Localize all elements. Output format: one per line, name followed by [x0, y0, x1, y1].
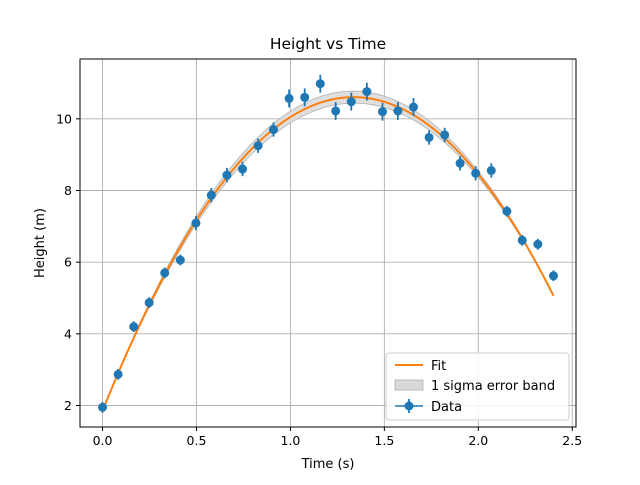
legend-fit-label: Fit [431, 359, 446, 374]
data-point [440, 130, 450, 140]
data-point [113, 369, 123, 379]
y-tick-label: 2 [64, 398, 72, 413]
legend-data-marker [404, 401, 414, 411]
x-tick-label: 2.0 [468, 433, 488, 448]
y-tick-label: 6 [64, 255, 72, 270]
data-point [517, 235, 527, 245]
data-point [129, 322, 139, 332]
data-point [315, 79, 325, 89]
axes-frame [79, 58, 577, 428]
data-point [362, 87, 372, 97]
data-point [502, 206, 512, 216]
y-axis-label: Height (m) [33, 208, 48, 278]
chart-title: Height vs Time [270, 35, 386, 53]
x-tick-label: 2.5 [562, 433, 582, 448]
legend-band-swatch [394, 379, 424, 391]
data-point [206, 190, 216, 200]
legend: Fit 1 sigma error band Data [385, 352, 570, 421]
y-tick-label: 4 [64, 326, 72, 341]
data-point [408, 102, 418, 112]
legend-band-label: 1 sigma error band [431, 379, 555, 394]
data-point [98, 402, 108, 412]
data-point [486, 165, 496, 175]
y-tick-label: 10 [56, 111, 72, 126]
legend-data-label: Data [431, 400, 462, 415]
data-point [253, 141, 263, 151]
data-point [471, 168, 481, 178]
x-tick-label: 0.5 [187, 433, 207, 448]
x-axis-ticks: 0.0 0.5 1.0 1.5 2.0 2.5 [93, 427, 582, 448]
data-point [300, 92, 310, 102]
x-tick-label: 1.0 [280, 433, 300, 448]
data-point [160, 268, 170, 278]
data-point [175, 255, 185, 265]
data-point [424, 132, 434, 142]
y-axis-ticks: 2 4 6 8 10 [56, 111, 80, 413]
data-point [377, 107, 387, 117]
data-point [533, 239, 543, 249]
data-point [222, 170, 232, 180]
x-axis-label: Time (s) [301, 457, 355, 472]
data-point [548, 271, 558, 281]
y-tick-label: 8 [64, 183, 72, 198]
x-tick-label: 1.5 [374, 433, 394, 448]
data-point [393, 106, 403, 116]
data-point [144, 298, 154, 308]
x-tick-label: 0.0 [93, 433, 113, 448]
data-points [98, 74, 558, 413]
data-point [191, 218, 201, 228]
legend-box [385, 352, 570, 421]
data-point [284, 93, 294, 103]
data-point [331, 106, 341, 116]
data-point [455, 158, 465, 168]
data-point [238, 164, 248, 174]
data-point [346, 97, 356, 107]
data-point [269, 125, 279, 135]
